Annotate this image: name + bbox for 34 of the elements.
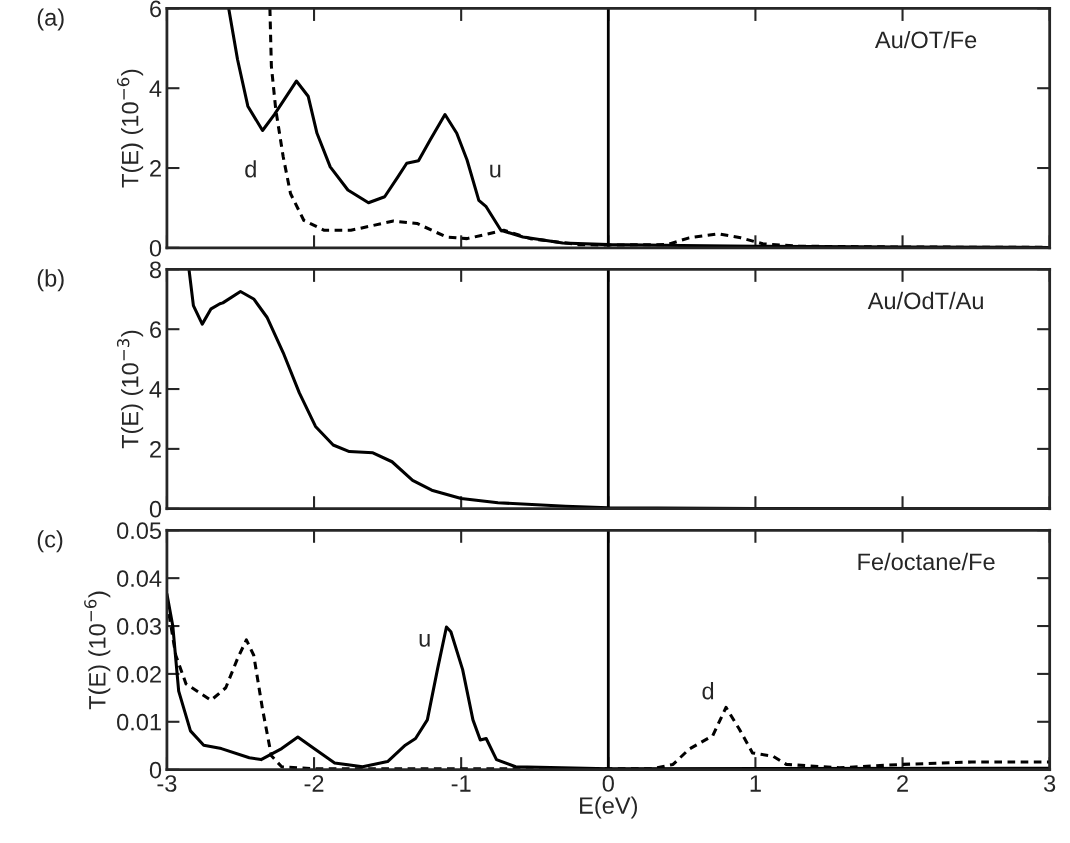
y-tick-label: 4 — [149, 381, 162, 398]
x-tick-label: 0 — [602, 775, 614, 792]
y-tick-label: 2 — [150, 440, 161, 458]
series-label: d — [702, 682, 714, 700]
series-label: u — [419, 634, 430, 647]
y-axis-title: T(E) (10$^{−3}$) — [116, 330, 144, 449]
x-tick-label: 3 — [1044, 775, 1056, 792]
y-tick-label: 4 — [149, 80, 162, 97]
x-tick-label: 2 — [897, 775, 908, 792]
y-tick-label: 0.03 — [117, 618, 162, 635]
y-tick-label: 0.01 — [117, 713, 161, 731]
y-axis-title: T(E) (10$^{−6}$) — [84, 591, 111, 710]
y-tick-label: 6 — [150, 321, 162, 338]
chart-title: (c) — [37, 530, 63, 553]
y-tick-label: 0.04 — [117, 570, 162, 587]
series-label: u — [490, 164, 501, 178]
series-label: d — [245, 160, 256, 178]
x-axis-title: E(eV) — [580, 796, 638, 819]
annotation: Au/OdT/Au — [867, 291, 983, 310]
x-tick-label: 1 — [750, 775, 761, 792]
y-tick-label: 2 — [150, 160, 161, 177]
chart-title: (a) — [37, 8, 64, 31]
x-tick-label: -1 — [451, 775, 471, 792]
y-tick-label: 0 — [149, 500, 162, 518]
annotation: Fe/octane/Fe — [858, 552, 995, 571]
annotation: Au/OT/Fe — [874, 30, 977, 49]
y-tick-label: 0.05 — [117, 522, 162, 540]
y-tick-label: 0 — [149, 239, 162, 257]
y-axis-title: T(E) (10$^{−6}$) — [116, 69, 144, 188]
y-tick-label: 0.02 — [117, 665, 161, 683]
y-tick-label: 8 — [149, 261, 162, 279]
x-tick-label: -2 — [304, 775, 324, 792]
y-tick-label: 6 — [150, 0, 162, 18]
chart-title: (b) — [37, 269, 64, 292]
